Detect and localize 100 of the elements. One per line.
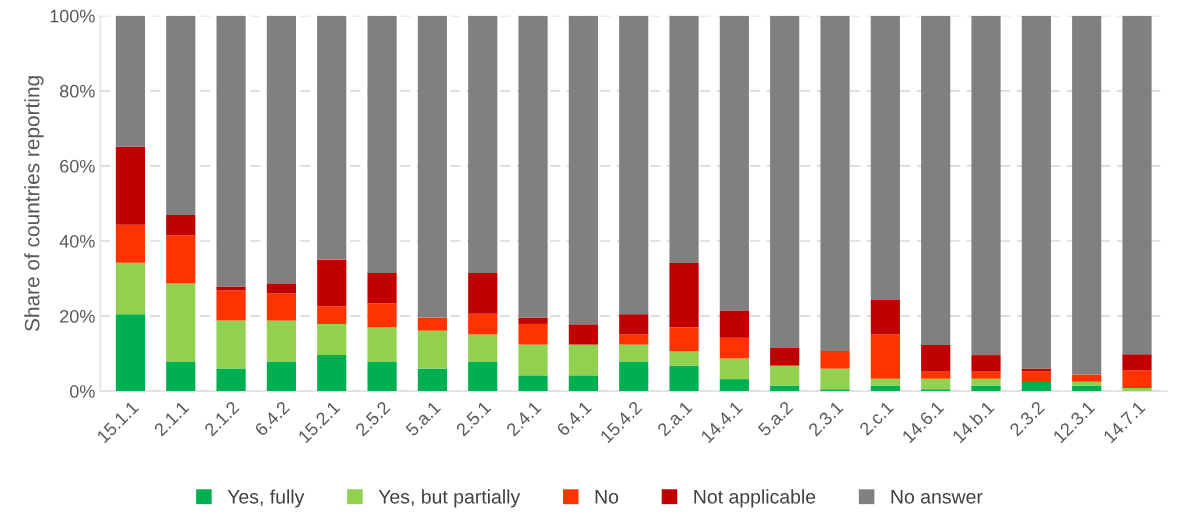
bar <box>1072 385 1102 392</box>
legend-label: Yes, but partially <box>378 489 521 508</box>
bar <box>870 385 900 392</box>
bar <box>1122 354 1152 371</box>
bar <box>669 263 699 328</box>
bar <box>166 235 196 284</box>
bar <box>619 334 649 345</box>
bar <box>820 15 850 351</box>
bar <box>619 15 649 315</box>
bar <box>921 344 951 372</box>
bar <box>115 314 146 392</box>
bar <box>619 344 649 362</box>
bar <box>820 368 850 390</box>
bar <box>317 15 347 260</box>
bar <box>921 15 951 345</box>
bar <box>468 334 498 362</box>
bar <box>971 371 1001 379</box>
y-axis-title: Share of countries reporting <box>24 76 44 332</box>
bar <box>719 15 749 311</box>
bar <box>518 323 548 345</box>
bar <box>921 371 951 379</box>
bar <box>770 15 800 348</box>
bar <box>669 351 699 366</box>
bar <box>166 283 196 362</box>
bar <box>266 283 296 294</box>
bar <box>115 224 146 263</box>
bar <box>216 320 246 369</box>
bar <box>367 272 397 304</box>
y-tick-label: 40% <box>59 234 95 248</box>
bar <box>518 344 548 376</box>
bar <box>669 365 699 392</box>
bar <box>568 15 598 325</box>
bar <box>971 385 1001 392</box>
bar <box>820 350 850 369</box>
bar <box>1122 15 1152 355</box>
bar <box>971 15 1001 356</box>
bar <box>568 375 598 392</box>
bar <box>568 324 598 345</box>
bar <box>115 146 146 225</box>
bar <box>870 334 900 379</box>
bar <box>216 290 246 321</box>
bar <box>518 317 548 324</box>
bar <box>770 385 800 392</box>
bar <box>166 215 196 236</box>
bar <box>770 347 800 366</box>
bar <box>468 361 498 392</box>
bar <box>1072 374 1102 382</box>
bar <box>518 15 548 318</box>
bar <box>266 320 296 362</box>
bar <box>417 15 447 318</box>
bar <box>417 317 447 331</box>
bar <box>417 368 447 392</box>
y-tick-label: 80% <box>60 84 95 98</box>
bar <box>317 355 347 392</box>
bar <box>1072 15 1102 375</box>
bar <box>669 15 699 264</box>
bar <box>468 313 498 335</box>
bar <box>216 286 246 291</box>
legend-label: Not applicable <box>694 489 816 508</box>
bar <box>317 259 347 307</box>
bar <box>1021 371 1051 383</box>
bar <box>266 293 296 321</box>
bar <box>870 15 900 300</box>
legend-label: No <box>595 490 619 504</box>
bar <box>367 327 397 362</box>
bar <box>619 314 649 335</box>
bar <box>317 306 347 324</box>
bar <box>1021 368 1051 372</box>
bar <box>468 272 498 314</box>
bar <box>870 299 900 335</box>
bar <box>367 361 397 392</box>
bar <box>719 337 749 359</box>
bar <box>317 323 347 356</box>
bar <box>971 378 1001 386</box>
bar <box>417 330 447 369</box>
bar <box>367 303 397 328</box>
bar <box>468 15 498 273</box>
bar <box>619 361 649 392</box>
bar <box>266 361 296 392</box>
legend-label: No answer <box>891 490 983 504</box>
y-tick-label: 20% <box>60 309 95 323</box>
bar <box>770 365 800 386</box>
bar <box>216 15 246 287</box>
y-tick-label: 0% <box>69 385 95 398</box>
bar <box>921 378 951 390</box>
bar <box>367 15 397 273</box>
bar <box>166 361 196 392</box>
bar <box>1122 388 1152 392</box>
bar <box>1122 370 1152 389</box>
y-tick-label: 100% <box>50 9 95 23</box>
bar <box>518 375 548 392</box>
bar <box>1021 15 1051 369</box>
bar <box>1021 382 1051 392</box>
bar <box>166 15 196 216</box>
bar <box>971 355 1001 372</box>
bar <box>568 344 598 376</box>
bar <box>719 310 749 338</box>
bar <box>216 368 246 392</box>
y-tick-label: 60% <box>60 159 95 173</box>
bar <box>115 15 146 147</box>
